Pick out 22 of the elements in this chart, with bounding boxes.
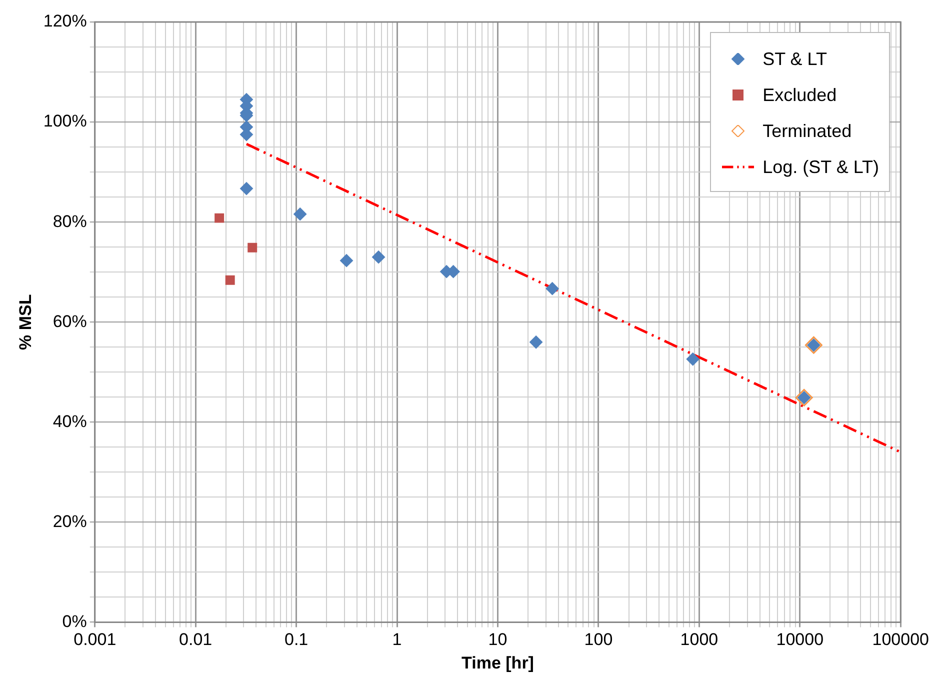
y-tick-label: 0% <box>62 612 87 631</box>
y-tick-label: 20% <box>52 512 87 531</box>
x-tick-label: 0.1 <box>284 630 308 650</box>
legend-label: Excluded <box>762 84 837 106</box>
x-tick-label: 0.01 <box>179 630 212 650</box>
x-tick-label: 0.001 <box>74 630 116 650</box>
y-tick-label: 120% <box>43 12 87 31</box>
x-tick-label: 10 <box>488 630 508 650</box>
y-tick-label: 40% <box>52 412 87 431</box>
y-tick-label: 60% <box>52 312 87 331</box>
x-tick-label: 10000 <box>776 630 824 650</box>
x-tick-label: 100 <box>584 630 613 650</box>
y-tick-label: 100% <box>43 112 87 131</box>
x-axis-title: Time [hr] <box>462 653 534 672</box>
legend-label: Terminated <box>762 120 852 142</box>
legend-label: Log. (ST & LT) <box>762 156 879 178</box>
x-tick-label: 1 <box>392 630 402 650</box>
legend-label: ST & LT <box>762 48 827 70</box>
x-tick-label: 1000 <box>680 630 718 650</box>
y-tick-label: 80% <box>52 212 87 231</box>
y-axis-title: % MSL <box>16 294 35 350</box>
x-tick-label: 100000 <box>872 630 930 650</box>
